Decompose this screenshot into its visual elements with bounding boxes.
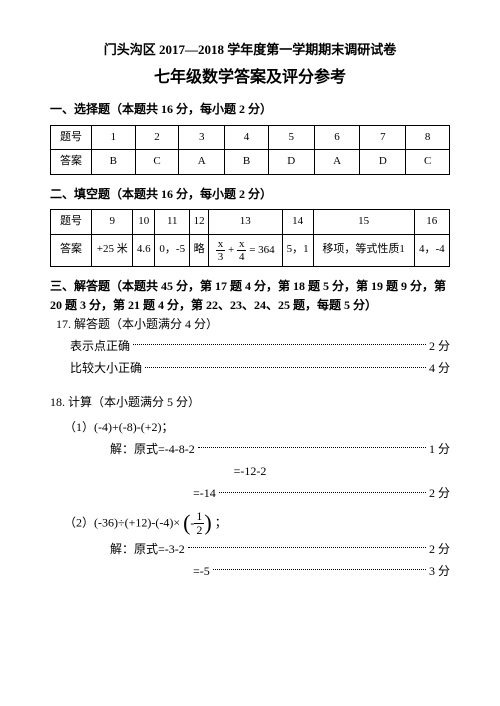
s2-ans-16: 4，-4 bbox=[414, 234, 449, 266]
dotted-line bbox=[145, 367, 426, 368]
s2-ans-11: 0，-5 bbox=[155, 234, 190, 266]
q18-2-suffix: ； bbox=[215, 515, 227, 529]
q18-2-frac-num: 1 bbox=[194, 510, 204, 524]
dotted-line bbox=[219, 492, 426, 493]
q18-1-step3-score: 2 分 bbox=[429, 484, 450, 503]
s1-num-1: 1 bbox=[92, 125, 136, 150]
s1-ans-2: C bbox=[135, 150, 179, 175]
section1-head: 一、选择题（本题共 16 分，每小题 2 分） bbox=[50, 100, 450, 119]
s2-ans-12: 略 bbox=[190, 234, 208, 266]
section2-head: 二、填空题（本题共 16 分，每小题 2 分） bbox=[50, 185, 450, 204]
s1-ans-3: A bbox=[179, 150, 225, 175]
q18-1-step2: =-12-2 bbox=[234, 462, 267, 481]
s2-ans-13: x 3 + x 4 = 364 bbox=[208, 234, 282, 266]
s1-row-label-1: 题号 bbox=[51, 125, 92, 150]
s1-ans-5: D bbox=[268, 150, 314, 175]
s2-num-15: 15 bbox=[313, 209, 414, 234]
q18-2-prefix: （2）(-36)÷(+12)-(-4)× bbox=[64, 515, 180, 529]
s2-num-14: 14 bbox=[282, 209, 313, 234]
title-sub: 七年级数学答案及评分参考 bbox=[50, 65, 450, 91]
s1-ans-7: D bbox=[360, 150, 406, 175]
s1-ans-6: A bbox=[314, 150, 360, 175]
frac13-num2: x bbox=[237, 238, 247, 251]
frac13-num1: x bbox=[216, 238, 226, 251]
q18-1-step3: =-14 bbox=[193, 484, 216, 503]
s1-row-label-2: 答案 bbox=[51, 150, 92, 175]
s2-num-16: 16 bbox=[414, 209, 449, 234]
q18-2-step1-left: 解：原式=-3-2 bbox=[110, 540, 185, 559]
s2-num-9: 9 bbox=[92, 209, 133, 234]
q18-1-label: （1）(-4)+(-8)-(+2)； bbox=[64, 418, 450, 437]
s1-num-8: 8 bbox=[406, 125, 450, 150]
frac13-eq: = 364 bbox=[249, 244, 274, 256]
s1-ans-4: B bbox=[225, 150, 269, 175]
frac13-den1: 3 bbox=[216, 251, 226, 263]
q18-title: 18. 计算（本小题满分 5 分） bbox=[50, 393, 450, 412]
q17-line1-score: 2 分 bbox=[429, 337, 450, 356]
q18-1-step1-score: 1 分 bbox=[429, 440, 450, 459]
s1-num-4: 4 bbox=[225, 125, 269, 150]
paren-right: ) bbox=[204, 512, 211, 534]
dotted-line bbox=[188, 547, 426, 548]
q17-line2-text: 比较大小正确 bbox=[70, 359, 142, 378]
s2-ans-9: +25 米 bbox=[92, 234, 133, 266]
dotted-line bbox=[198, 447, 426, 448]
s1-num-2: 2 bbox=[135, 125, 179, 150]
s1-num-7: 7 bbox=[360, 125, 406, 150]
q18-2-step2: =-5 bbox=[193, 562, 210, 581]
table-section1: 题号 1 2 3 4 5 6 7 8 答案 B C A B D A D C bbox=[50, 125, 450, 175]
s1-ans-1: B bbox=[92, 150, 136, 175]
s2-row-label-2: 答案 bbox=[51, 234, 92, 266]
q18-1-step1-left: 解：原式=-4-8-2 bbox=[110, 440, 195, 459]
s1-ans-8: C bbox=[406, 150, 450, 175]
paren-left: ( bbox=[183, 512, 190, 534]
title-main: 门头沟区 2017—2018 学年度第一学期期末调研试卷 bbox=[50, 40, 450, 61]
s2-num-11: 11 bbox=[155, 209, 190, 234]
s2-num-12: 12 bbox=[190, 209, 208, 234]
s2-num-13: 13 bbox=[208, 209, 282, 234]
s2-ans-14: 5，1 bbox=[282, 234, 313, 266]
dotted-line bbox=[133, 344, 426, 345]
section3-head: 三、解答题（本题共 45 分，第 17 题 4 分，第 18 题 5 分，第 1… bbox=[50, 277, 450, 315]
q17-line2-score: 4 分 bbox=[429, 359, 450, 378]
s2-ans-15: 移项，等式性质1 bbox=[313, 234, 414, 266]
frac13-den2: 4 bbox=[237, 251, 247, 263]
s2-num-10: 10 bbox=[133, 209, 155, 234]
q18-2-label: （2）(-36)÷(+12)-(-4)× ( - 1 2 ) ； bbox=[64, 510, 450, 537]
s1-num-6: 6 bbox=[314, 125, 360, 150]
q17-line1-text: 表示点正确 bbox=[70, 337, 130, 356]
table-section2: 题号 9 10 11 12 13 14 15 16 答案 +25 米 4.6 0… bbox=[50, 209, 450, 267]
s1-num-3: 3 bbox=[179, 125, 225, 150]
s2-row-label-1: 题号 bbox=[51, 209, 92, 234]
dotted-line bbox=[213, 569, 426, 570]
q18-2-step2-score: 3 分 bbox=[429, 562, 450, 581]
q17-title: 17. 解答题（本小题满分 4 分） bbox=[56, 315, 450, 334]
q18-2-frac-den: 2 bbox=[194, 524, 204, 537]
s2-ans-10: 4.6 bbox=[133, 234, 155, 266]
q18-2-step1-score: 2 分 bbox=[429, 540, 450, 559]
s1-num-5: 5 bbox=[268, 125, 314, 150]
